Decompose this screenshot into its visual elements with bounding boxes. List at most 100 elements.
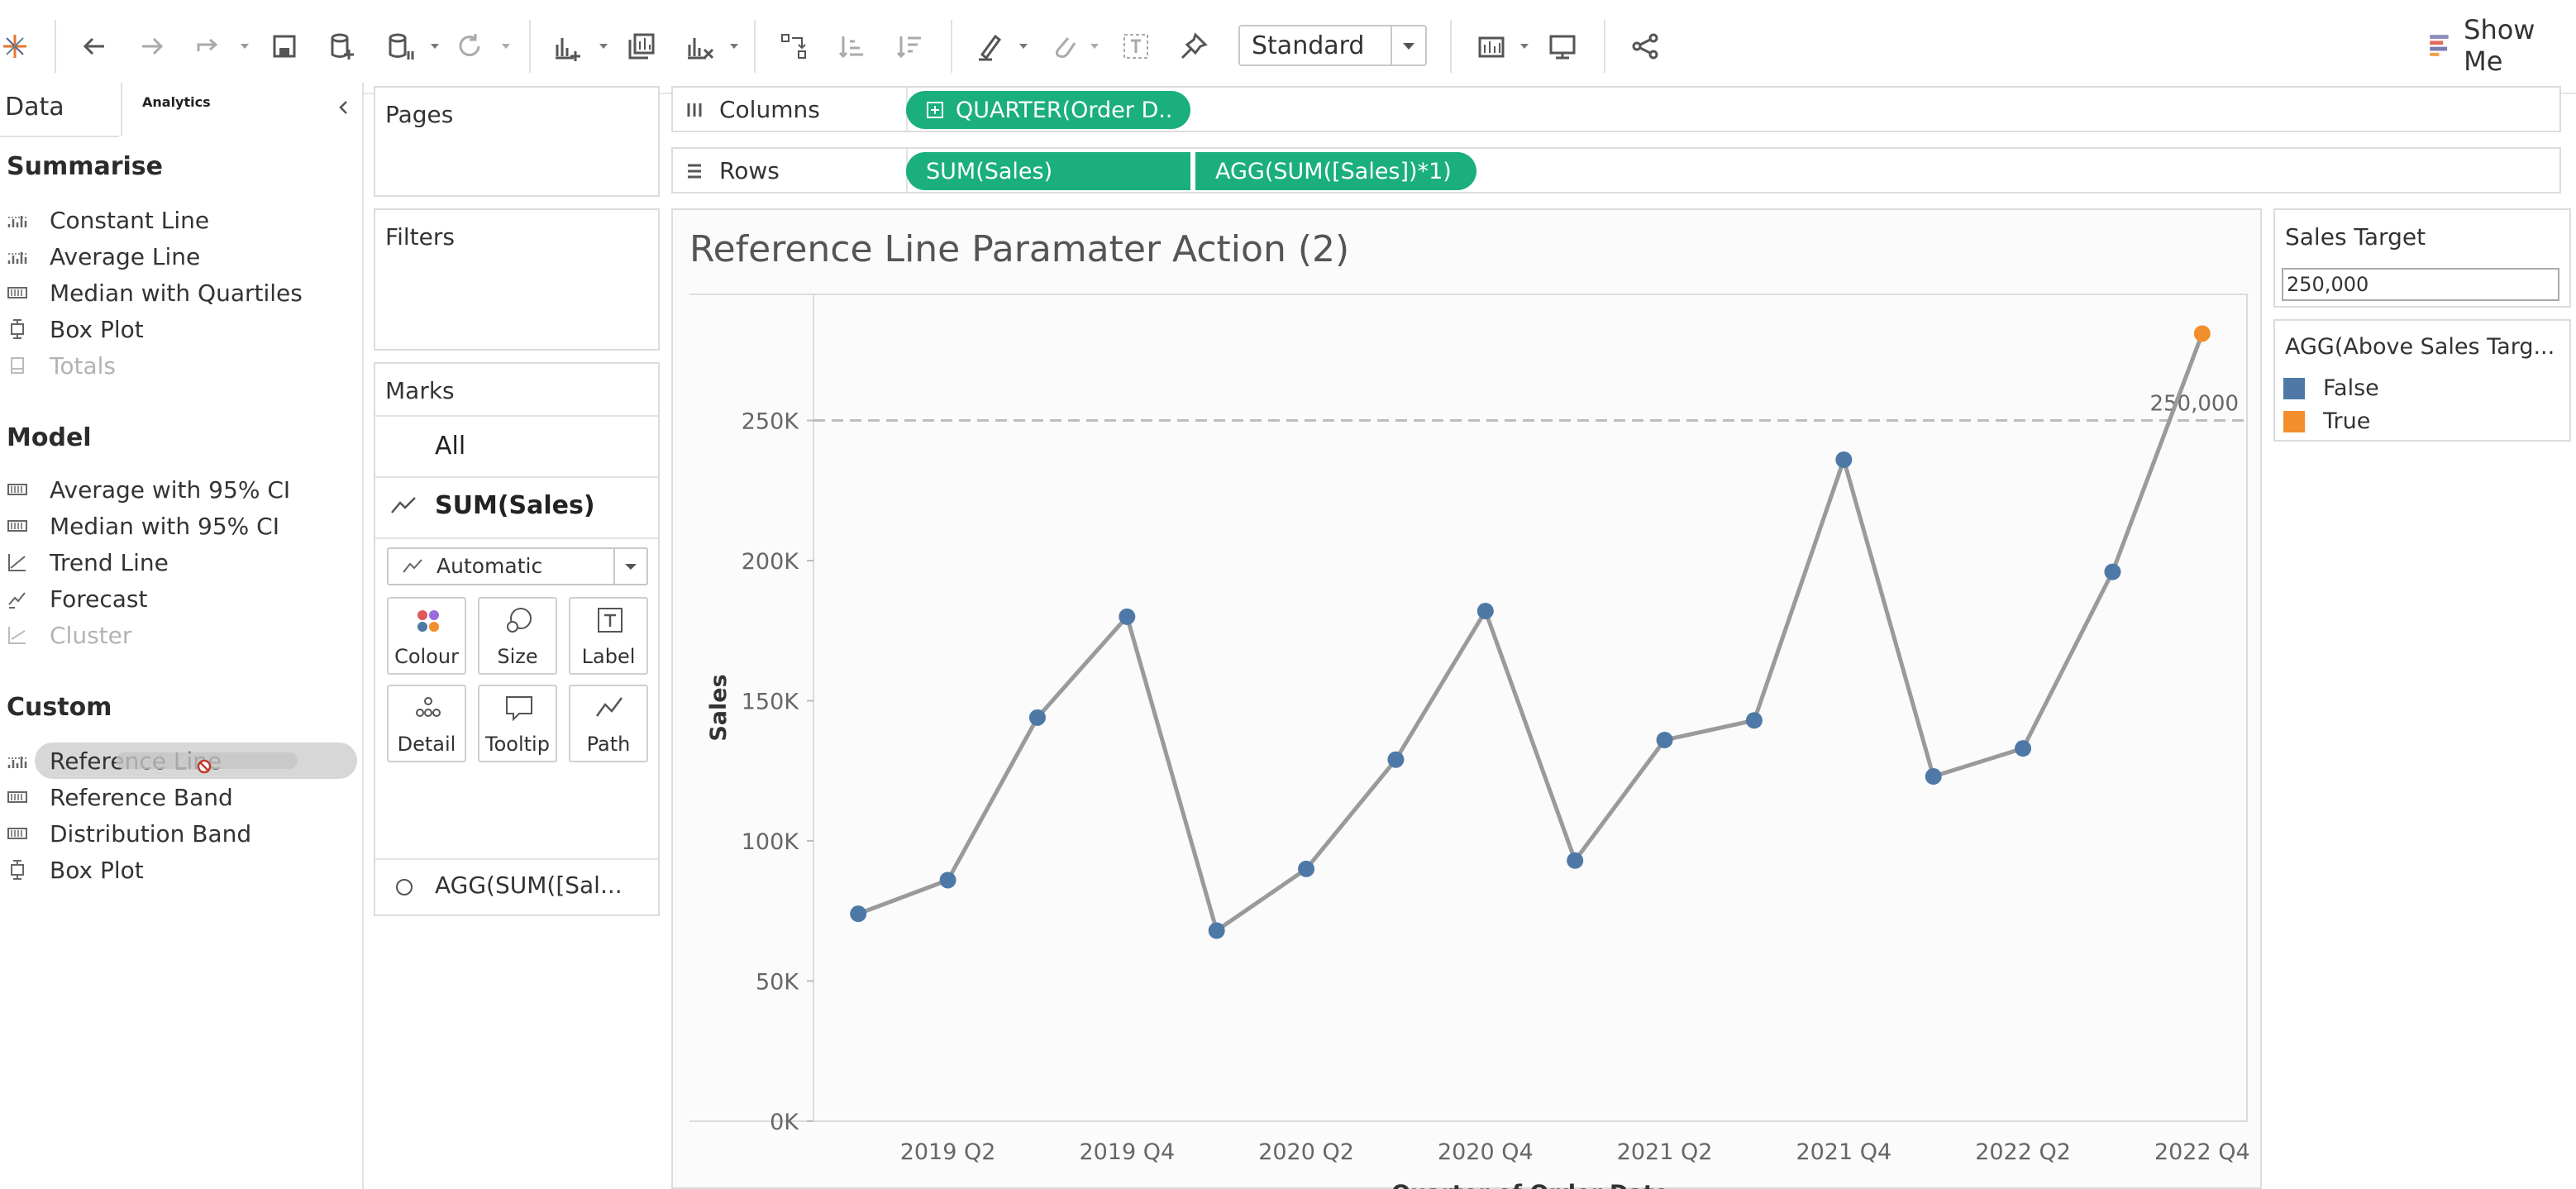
box-plot-icon: [11, 319, 24, 339]
analytics-item-distribution-band[interactable]: Distribution Band: [7, 817, 251, 850]
average-ci-icon: [7, 484, 27, 495]
marks-sum-sales-tab[interactable]: SUM(Sales): [435, 491, 595, 520]
median-quartiles-icon: [7, 287, 27, 298]
sales-target-input[interactable]: 250,000: [2282, 268, 2559, 301]
data-point: [1298, 860, 1315, 877]
analytics-pane: [0, 83, 364, 1189]
fit-dropdown-value: Standard: [1252, 31, 1365, 60]
marks-label-button[interactable]: Label: [569, 597, 648, 675]
x-tick-label: 2020 Q2: [1258, 1139, 1354, 1165]
data-point: [2193, 325, 2211, 342]
tableau-logo-icon[interactable]: [0, 23, 38, 69]
highlight-icon[interactable]: [967, 23, 1014, 69]
marks-tooltip-button[interactable]: Tooltip: [478, 685, 557, 762]
new-worksheet-icon[interactable]: [544, 23, 590, 69]
refresh-caret-icon[interactable]: [499, 40, 513, 53]
fit-dropdown-arrow[interactable]: [1391, 26, 1425, 64]
data-point: [1925, 768, 1942, 786]
replay-icon[interactable]: [185, 23, 231, 69]
path-icon: [595, 697, 623, 717]
marks-all-tab[interactable]: All: [435, 432, 466, 461]
new-data-source-icon[interactable]: [319, 23, 365, 69]
x-tick-label: 2022 Q2: [1975, 1139, 2071, 1165]
pause-updates-icon[interactable]: [377, 23, 423, 69]
rows-pill-sum-sales[interactable]: SUM(Sales): [906, 152, 1190, 190]
group-members-icon[interactable]: [1040, 23, 1086, 69]
x-tick-label: 2021 Q2: [1617, 1139, 1713, 1165]
data-point: [850, 905, 867, 923]
rows-icon: [688, 164, 701, 178]
marks-detail-button[interactable]: Detail: [387, 685, 466, 762]
presentation-mode-icon[interactable]: [1539, 23, 1586, 69]
replay-caret-icon[interactable]: [238, 40, 251, 53]
analytics-item-custom-box-plot[interactable]: Box Plot: [7, 853, 144, 886]
undo-icon[interactable]: [71, 23, 117, 69]
x-tick-label: 2019 Q2: [900, 1139, 996, 1165]
reference-line-label: 250,000: [2149, 392, 2239, 417]
analytics-item-median-quartiles[interactable]: Median with Quartiles: [7, 276, 303, 309]
analytics-item-average-line[interactable]: Average Line: [7, 240, 200, 273]
mark-type-dropdown[interactable]: Automatic: [387, 547, 648, 585]
highlight-caret-icon[interactable]: [1017, 40, 1030, 53]
marks-card: Marks All SUM(Sales) Automatic Colour Si…: [374, 362, 660, 916]
fit-dropdown[interactable]: Standard: [1238, 25, 1427, 66]
show-cards-caret-icon[interactable]: [1518, 40, 1531, 53]
data-point: [2104, 563, 2121, 580]
analytics-item-median-ci[interactable]: Median with 95% CI: [7, 509, 279, 542]
legend-title: AGG(Above Sales Targ...: [2285, 334, 2555, 360]
clear-sheet-icon[interactable]: [676, 23, 723, 69]
group-caret-icon[interactable]: [1088, 40, 1101, 53]
y-axis-title: Sales: [706, 674, 732, 741]
analytics-item-constant-line[interactable]: Constant Line: [7, 203, 209, 236]
pause-caret-icon[interactable]: [428, 40, 441, 53]
mark-type-arrow[interactable]: [613, 549, 646, 584]
legend-item-false[interactable]: False: [2283, 375, 2379, 401]
marks-path-button[interactable]: Path: [569, 685, 648, 762]
columns-pill-quarter[interactable]: QUARTER(Order D..: [906, 91, 1190, 129]
rows-pill-agg-sales[interactable]: AGG(SUM([Sales])*1): [1195, 152, 1476, 190]
analytics-item-box-plot[interactable]: Box Plot: [7, 313, 144, 346]
filters-card[interactable]: Filters: [374, 208, 660, 351]
collapse-pane-icon[interactable]: [334, 98, 354, 117]
save-icon[interactable]: [261, 23, 308, 69]
sort-descending-icon[interactable]: [886, 23, 933, 69]
marks-colour-button[interactable]: Colour: [387, 597, 466, 675]
refresh-icon[interactable]: [446, 23, 493, 69]
show-cards-icon[interactable]: [1468, 23, 1515, 69]
tab-data[interactable]: Data: [5, 93, 64, 122]
distribution-band-icon: [7, 828, 27, 839]
new-worksheet-caret-icon[interactable]: [597, 40, 610, 53]
legend-item-true[interactable]: True: [2283, 408, 2370, 434]
analytics-item-trend-line[interactable]: Trend Line: [7, 546, 169, 579]
forecast-icon: [8, 592, 26, 609]
duplicate-sheet-icon[interactable]: [618, 23, 665, 69]
data-point: [1028, 709, 1046, 726]
viz-title: Reference Line Paramater Action (2): [689, 228, 1350, 270]
redo-icon[interactable]: [129, 23, 175, 69]
marks-size-button[interactable]: Size: [478, 597, 557, 675]
show-me-button[interactable]: Show Me: [2427, 14, 2576, 77]
section-title-custom: Custom: [7, 693, 112, 722]
swap-rows-columns-icon[interactable]: [770, 23, 817, 69]
filters-card-title: Filters: [385, 223, 455, 251]
fix-axes-icon[interactable]: [1171, 23, 1217, 69]
analytics-item-average-ci[interactable]: Average with 95% CI: [7, 473, 290, 506]
sort-ascending-icon[interactable]: [828, 23, 875, 69]
data-point: [1476, 603, 1494, 620]
y-tick-label: 200K: [742, 549, 800, 575]
clear-sheet-caret-icon[interactable]: [727, 40, 741, 53]
sales-line: [857, 332, 2205, 933]
circle-mark-icon: [396, 879, 413, 895]
analytics-item-forecast[interactable]: Forecast: [7, 582, 147, 615]
marks-agg-tab[interactable]: AGG(SUM([Sal...: [435, 871, 623, 899]
data-point: [939, 871, 956, 889]
share-icon[interactable]: [1622, 23, 1668, 69]
data-point: [1567, 852, 1584, 869]
analytics-item-reference-band[interactable]: Reference Band: [7, 781, 233, 814]
show-mark-labels-icon[interactable]: [1113, 23, 1159, 69]
plot-pane: [813, 294, 2248, 1122]
tab-analytics[interactable]: Analytics: [121, 83, 362, 136]
expand-plus-icon[interactable]: [926, 101, 944, 119]
pages-card[interactable]: Pages: [374, 86, 660, 197]
